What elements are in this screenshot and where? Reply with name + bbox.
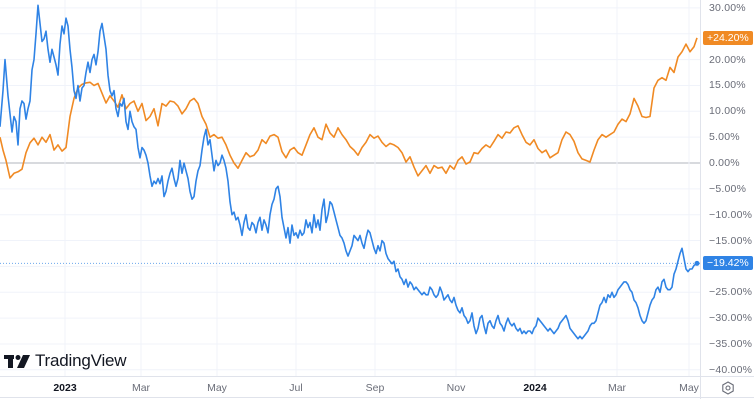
price-axis-tick: −25.00% — [709, 286, 753, 299]
orange-series-line[interactable] — [0, 37, 698, 179]
price-axis-tick: 10.00% — [709, 105, 746, 118]
time-axis-tick: Mar — [131, 382, 151, 394]
chart-pane[interactable]: TradingView — [0, 0, 700, 376]
tradingview-logo-icon — [4, 354, 30, 368]
time-axis-tick: Sep — [365, 382, 385, 394]
time-axis-tick: Nov — [446, 382, 466, 394]
time-axis-tick: May — [207, 382, 227, 394]
last-value-badge: +24.20% — [703, 30, 753, 45]
price-axis-tick: 15.00% — [709, 79, 746, 92]
price-axis-tick: 0.00% — [709, 157, 740, 169]
chart-settings-button[interactable] — [700, 376, 754, 399]
price-axis-tick: −10.00% — [709, 208, 753, 221]
time-axis-tick: Mar — [607, 382, 627, 394]
price-axis[interactable]: 30.00% 20.00% 15.00% 10.00% 5.00% 0.00% −5.00%… — [700, 0, 754, 376]
price-axis-tick: 20.00% — [709, 53, 746, 66]
price-axis-tick: −15.00% — [709, 234, 753, 247]
price-axis-tick: −5.00% — [709, 182, 747, 195]
gear-icon — [721, 381, 735, 395]
blue-series-line[interactable] — [0, 4, 698, 340]
time-axis-tick: Jul — [289, 382, 303, 394]
bottom-border — [0, 397, 754, 398]
price-axis-tick: 5.00% — [709, 131, 740, 144]
tradingview-logo-text: TradingView — [35, 351, 127, 370]
price-axis-tick: −40.00% — [709, 363, 753, 376]
time-axis-tick: 2023 — [53, 382, 77, 394]
tradingview-logo[interactable]: TradingView — [4, 351, 127, 371]
price-axis-tick: 30.00% — [709, 1, 746, 14]
last-point-marker — [694, 260, 700, 266]
last-value-badge: −19.42% — [703, 256, 753, 271]
time-axis-tick: May — [679, 382, 699, 394]
time-axis[interactable]: 2023 Mar May Jul Sep Nov 2024 Mar May — [0, 376, 700, 399]
time-axis-tick: 2024 — [523, 382, 547, 394]
price-axis-tick: −35.00% — [709, 337, 753, 350]
chart-plot-area[interactable] — [0, 0, 700, 376]
price-axis-tick: −30.00% — [709, 312, 753, 325]
